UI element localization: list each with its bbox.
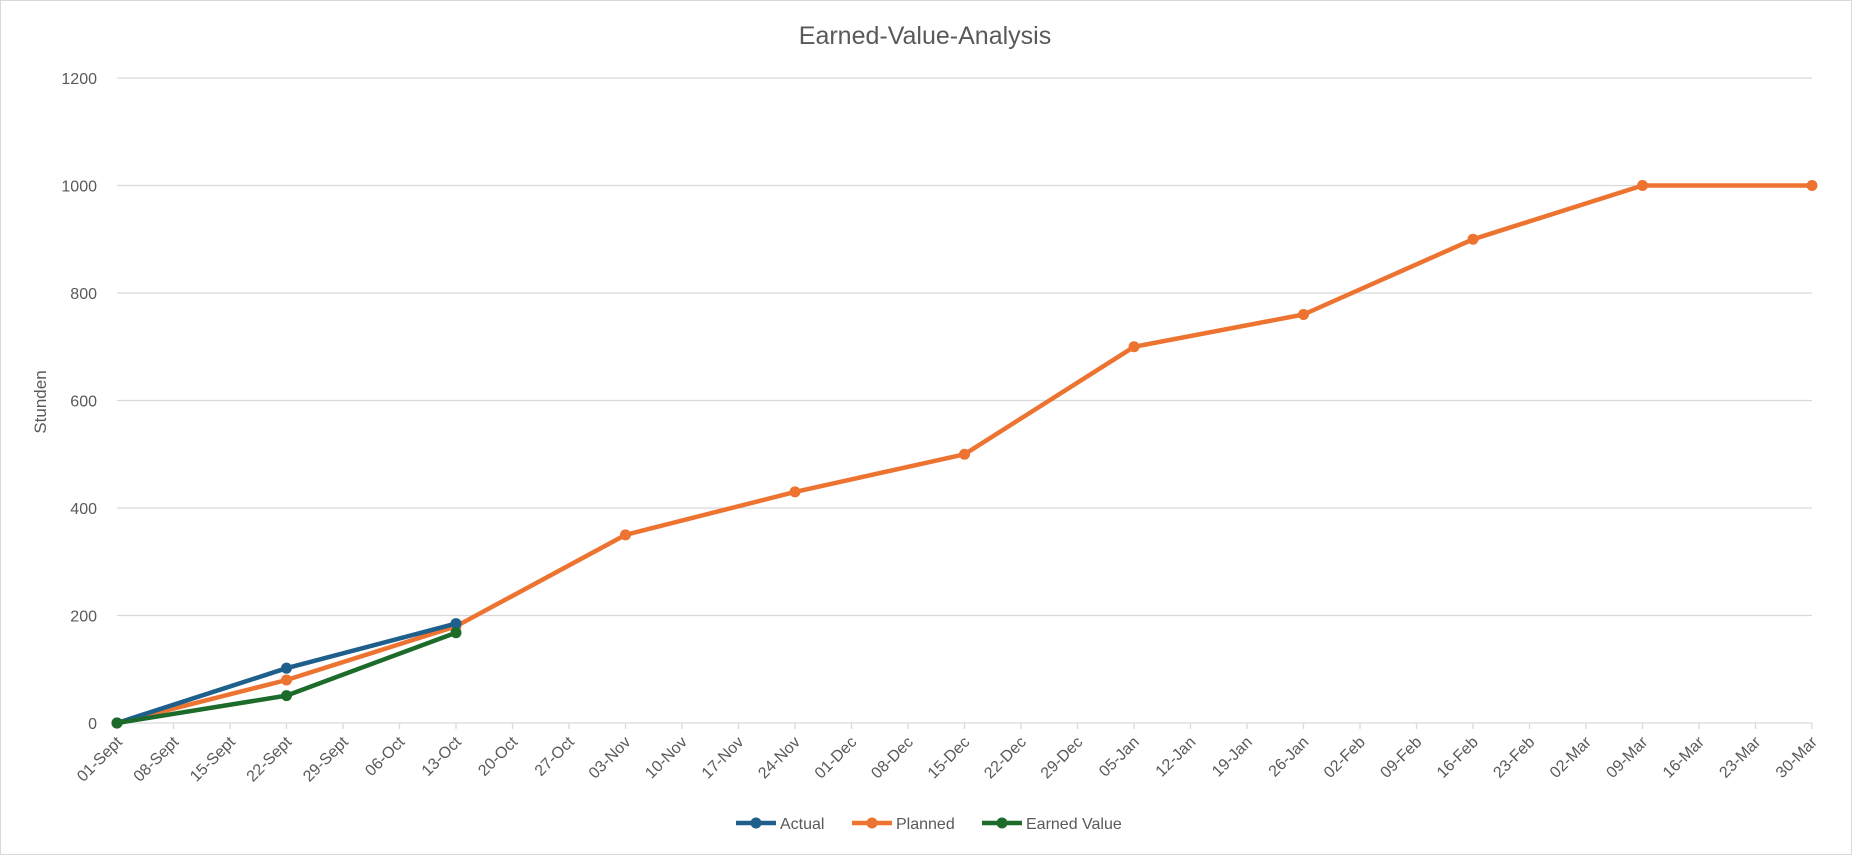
- data-point-planned: [620, 529, 631, 541]
- x-tick-label: 03-Nov: [586, 734, 634, 782]
- y-tick-label: 200: [70, 609, 97, 626]
- x-tick-label: 29-Dec: [1038, 734, 1086, 782]
- x-tick-label: 20-Oct: [475, 733, 521, 779]
- x-tick-label: 08-Sept: [131, 733, 183, 785]
- x-tick-label: 30-Mar: [1773, 733, 1821, 781]
- data-point-planned: [1467, 233, 1479, 245]
- data-point-planned: [1128, 341, 1140, 353]
- y-tick-label: 1000: [61, 179, 97, 196]
- data-point-planned: [1637, 180, 1648, 191]
- legend-label: Planned: [896, 816, 955, 833]
- data-point-planned: [959, 448, 970, 460]
- y-axis-ticks: 0 200 400 600 800 1000 1200: [61, 71, 97, 733]
- series-earned-value: [111, 627, 462, 729]
- x-tick-label: 16-Feb: [1434, 734, 1482, 782]
- y-tick-label: 0: [88, 716, 97, 733]
- x-tick-label: 02-Feb: [1321, 734, 1369, 782]
- x-tick-label: 01-Dec: [812, 734, 860, 782]
- x-tick-label: 23-Mar: [1716, 733, 1764, 781]
- data-point-actual: [281, 662, 292, 674]
- legend: Actual Planned Earned Value: [736, 816, 1122, 833]
- y-tick-label: 400: [70, 501, 97, 518]
- data-point-planned: [281, 674, 292, 686]
- y-axis-label: Stunden: [31, 370, 50, 433]
- gridlines: [117, 77, 1812, 617]
- x-tick-label: 09-Feb: [1377, 734, 1425, 782]
- x-tick-label: 22-Sept: [244, 733, 296, 785]
- legend-item-planned: Planned: [852, 816, 955, 833]
- x-tick-label: 27-Oct: [532, 733, 578, 779]
- data-point-planned: [1298, 309, 1309, 320]
- data-point-earned-value: [450, 627, 462, 639]
- x-tick-label: 16-Mar: [1660, 733, 1708, 781]
- x-tick-label: 13-Oct: [419, 733, 465, 779]
- x-axis: 01-Sept 08-Sept 15-Sept 22-Sept 29-Sept 06-Oc…: [74, 722, 1821, 785]
- data-point-actual: [450, 618, 462, 630]
- series-lines: [111, 180, 1818, 729]
- x-tick-label: 17-Nov: [699, 734, 747, 782]
- data-point-earned-value: [111, 717, 123, 729]
- data-point-planned: [1806, 180, 1818, 191]
- x-tick-label: 29-Sept: [300, 733, 352, 785]
- x-tick-label: 05-Jan: [1096, 734, 1143, 781]
- x-tick-label: 01-Sept: [74, 733, 126, 785]
- legend-swatch-marker: [866, 817, 878, 829]
- legend-item-actual: Actual: [736, 816, 824, 833]
- x-tick-label: 23-Feb: [1490, 734, 1538, 782]
- legend-label: Earned Value: [1026, 816, 1122, 833]
- x-tick-label: 15-Dec: [925, 734, 973, 782]
- x-tick-label: 10-Nov: [642, 734, 690, 782]
- legend-swatch-marker: [750, 817, 762, 829]
- y-tick-label: 600: [70, 394, 97, 411]
- x-tick-label: 22-Dec: [981, 734, 1029, 782]
- x-tick-label: 02-Mar: [1547, 733, 1595, 781]
- data-point-planned: [789, 486, 801, 498]
- y-tick-label: 1200: [61, 71, 97, 88]
- chart-title: Earned-Value-Analysis: [799, 22, 1051, 50]
- x-tick-label: 08-Dec: [868, 734, 916, 782]
- x-tick-label: 26-Jan: [1266, 734, 1313, 781]
- x-tick-label: 19-Jan: [1209, 734, 1256, 781]
- x-tick-label: 15-Sept: [187, 733, 239, 785]
- data-point-earned-value: [281, 690, 292, 702]
- legend-swatch-marker: [996, 817, 1008, 829]
- x-tick-label: 24-Nov: [755, 734, 803, 782]
- x-tick-label: 09-Mar: [1603, 733, 1651, 781]
- y-tick-label: 800: [70, 286, 97, 303]
- x-tick-label: 06-Oct: [362, 733, 408, 779]
- legend-item-earned-value: Earned Value: [982, 816, 1122, 833]
- legend-label: Actual: [780, 816, 824, 833]
- x-tick-label: 12-Jan: [1153, 734, 1200, 781]
